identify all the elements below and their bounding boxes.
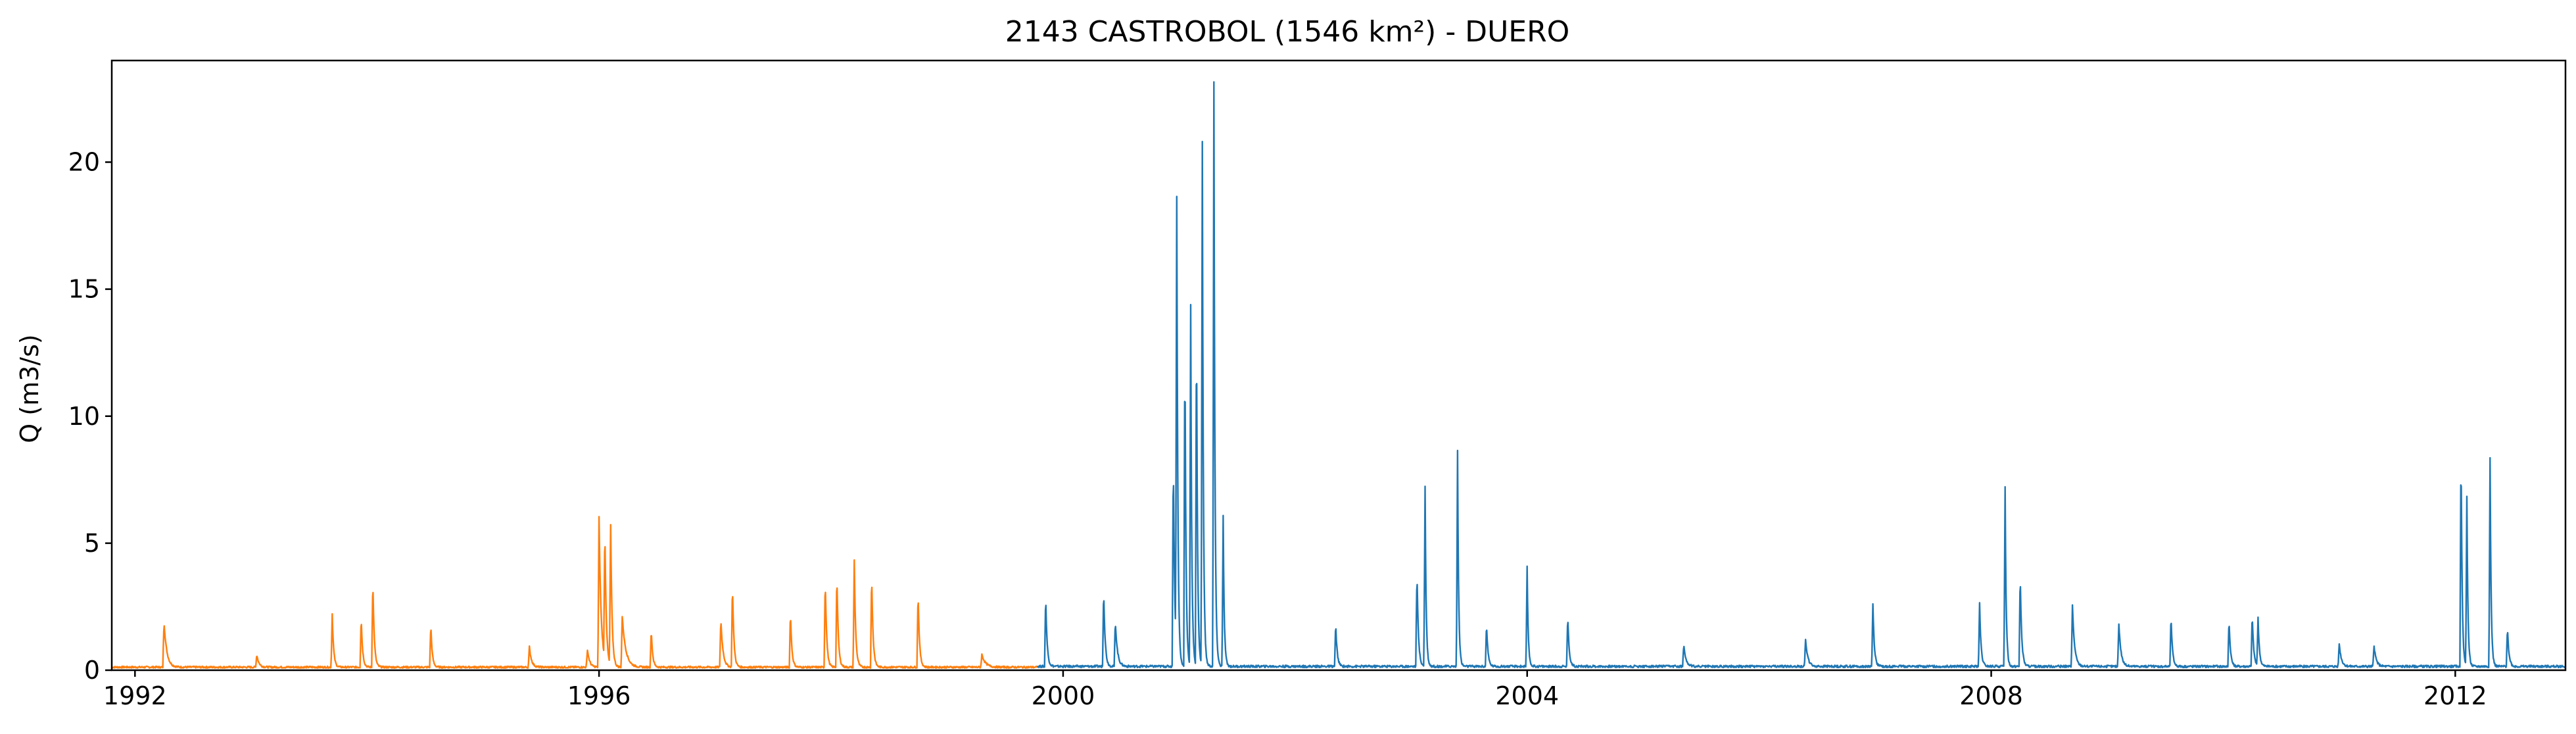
x-tick-label: 2000 xyxy=(1032,681,1095,710)
y-axis-label: Q (m3/s) xyxy=(15,334,44,443)
x-tick-label: 2012 xyxy=(2423,681,2487,710)
series-line-1 xyxy=(1037,81,2566,669)
x-tick-label: 2004 xyxy=(1495,681,1559,710)
y-tick-label: 5 xyxy=(84,529,100,558)
y-tick-label: 0 xyxy=(84,656,100,685)
chart-title: 2143 CASTROBOL (1546 km²) - DUERO xyxy=(1005,15,1570,49)
x-tick-label: 1996 xyxy=(567,681,631,710)
series-line-0 xyxy=(111,516,1039,669)
x-tick-label: 1992 xyxy=(103,681,167,710)
y-tick-label: 20 xyxy=(68,148,100,177)
plot-frame xyxy=(110,59,2567,672)
y-tick-label: 15 xyxy=(68,275,100,304)
y-tick-label: 10 xyxy=(68,402,100,431)
y-ticks: 0 5 10 15 20 xyxy=(68,148,112,685)
x-tick-label: 2008 xyxy=(1959,681,2023,710)
series-layer xyxy=(111,81,2566,669)
x-ticks: 1992 1996 2000 2004 2008 2012 xyxy=(103,670,2487,710)
